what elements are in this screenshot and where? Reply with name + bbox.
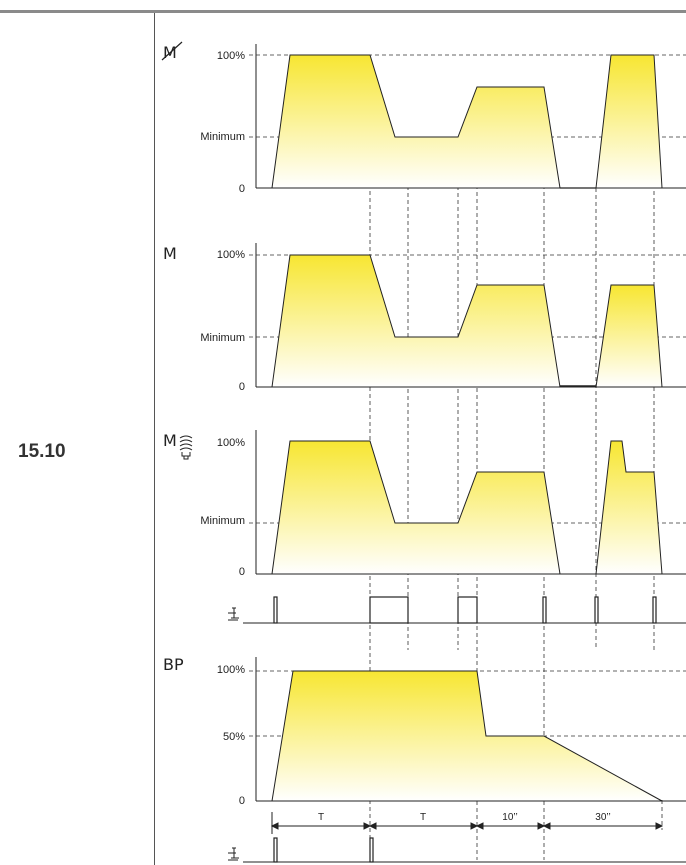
level-label-mid: Minimum <box>200 515 245 527</box>
mode-label: M <box>161 41 183 62</box>
side-rule <box>154 13 155 865</box>
level-label-mid: Minimum <box>200 332 245 344</box>
panel-3: M 100% Minimum 0 <box>163 430 686 578</box>
intensity-profile <box>271 670 663 802</box>
level-label-top: 100% <box>217 249 245 261</box>
level-label-top: 100% <box>217 50 245 62</box>
intensity-profile <box>271 440 561 575</box>
level-label-zero: 0 <box>239 795 245 807</box>
intensity-profile <box>595 284 663 388</box>
intensity-profile <box>595 54 663 189</box>
mode-label: M <box>163 431 177 450</box>
intensity-profile <box>271 54 561 189</box>
level-label-zero: 0 <box>239 381 245 393</box>
section-number: 15.10 <box>18 441 66 462</box>
duration-label: T <box>318 812 324 823</box>
duration-arrows <box>270 812 664 834</box>
level-label-zero: 0 <box>239 183 245 195</box>
push-button-icon <box>228 607 239 621</box>
level-label-top: 100% <box>217 437 245 449</box>
mode-label: BP <box>163 655 184 674</box>
pulse-row <box>228 837 686 863</box>
panel-1: M 100% Minimum 0 <box>161 41 686 195</box>
panel-4: BP 100% 50% 0 <box>163 655 686 807</box>
top-rule <box>0 10 686 13</box>
duration-label: 10’’ <box>502 812 517 823</box>
mode-label: M <box>163 244 177 263</box>
pulse-row <box>228 596 686 624</box>
duration-label: T <box>420 812 426 823</box>
push-button-icon <box>228 847 239 861</box>
level-label-top: 100% <box>217 664 245 676</box>
level-label-mid: 50% <box>223 731 245 743</box>
intensity-profile <box>271 254 561 388</box>
bulb-icon <box>179 435 193 460</box>
level-label-mid: Minimum <box>200 131 245 143</box>
strike-icon <box>161 41 183 61</box>
level-label-zero: 0 <box>239 566 245 578</box>
panel-2: M 100% Minimum 0 <box>163 243 686 393</box>
intensity-profile <box>595 440 663 575</box>
duration-label: 30’’ <box>595 812 610 823</box>
